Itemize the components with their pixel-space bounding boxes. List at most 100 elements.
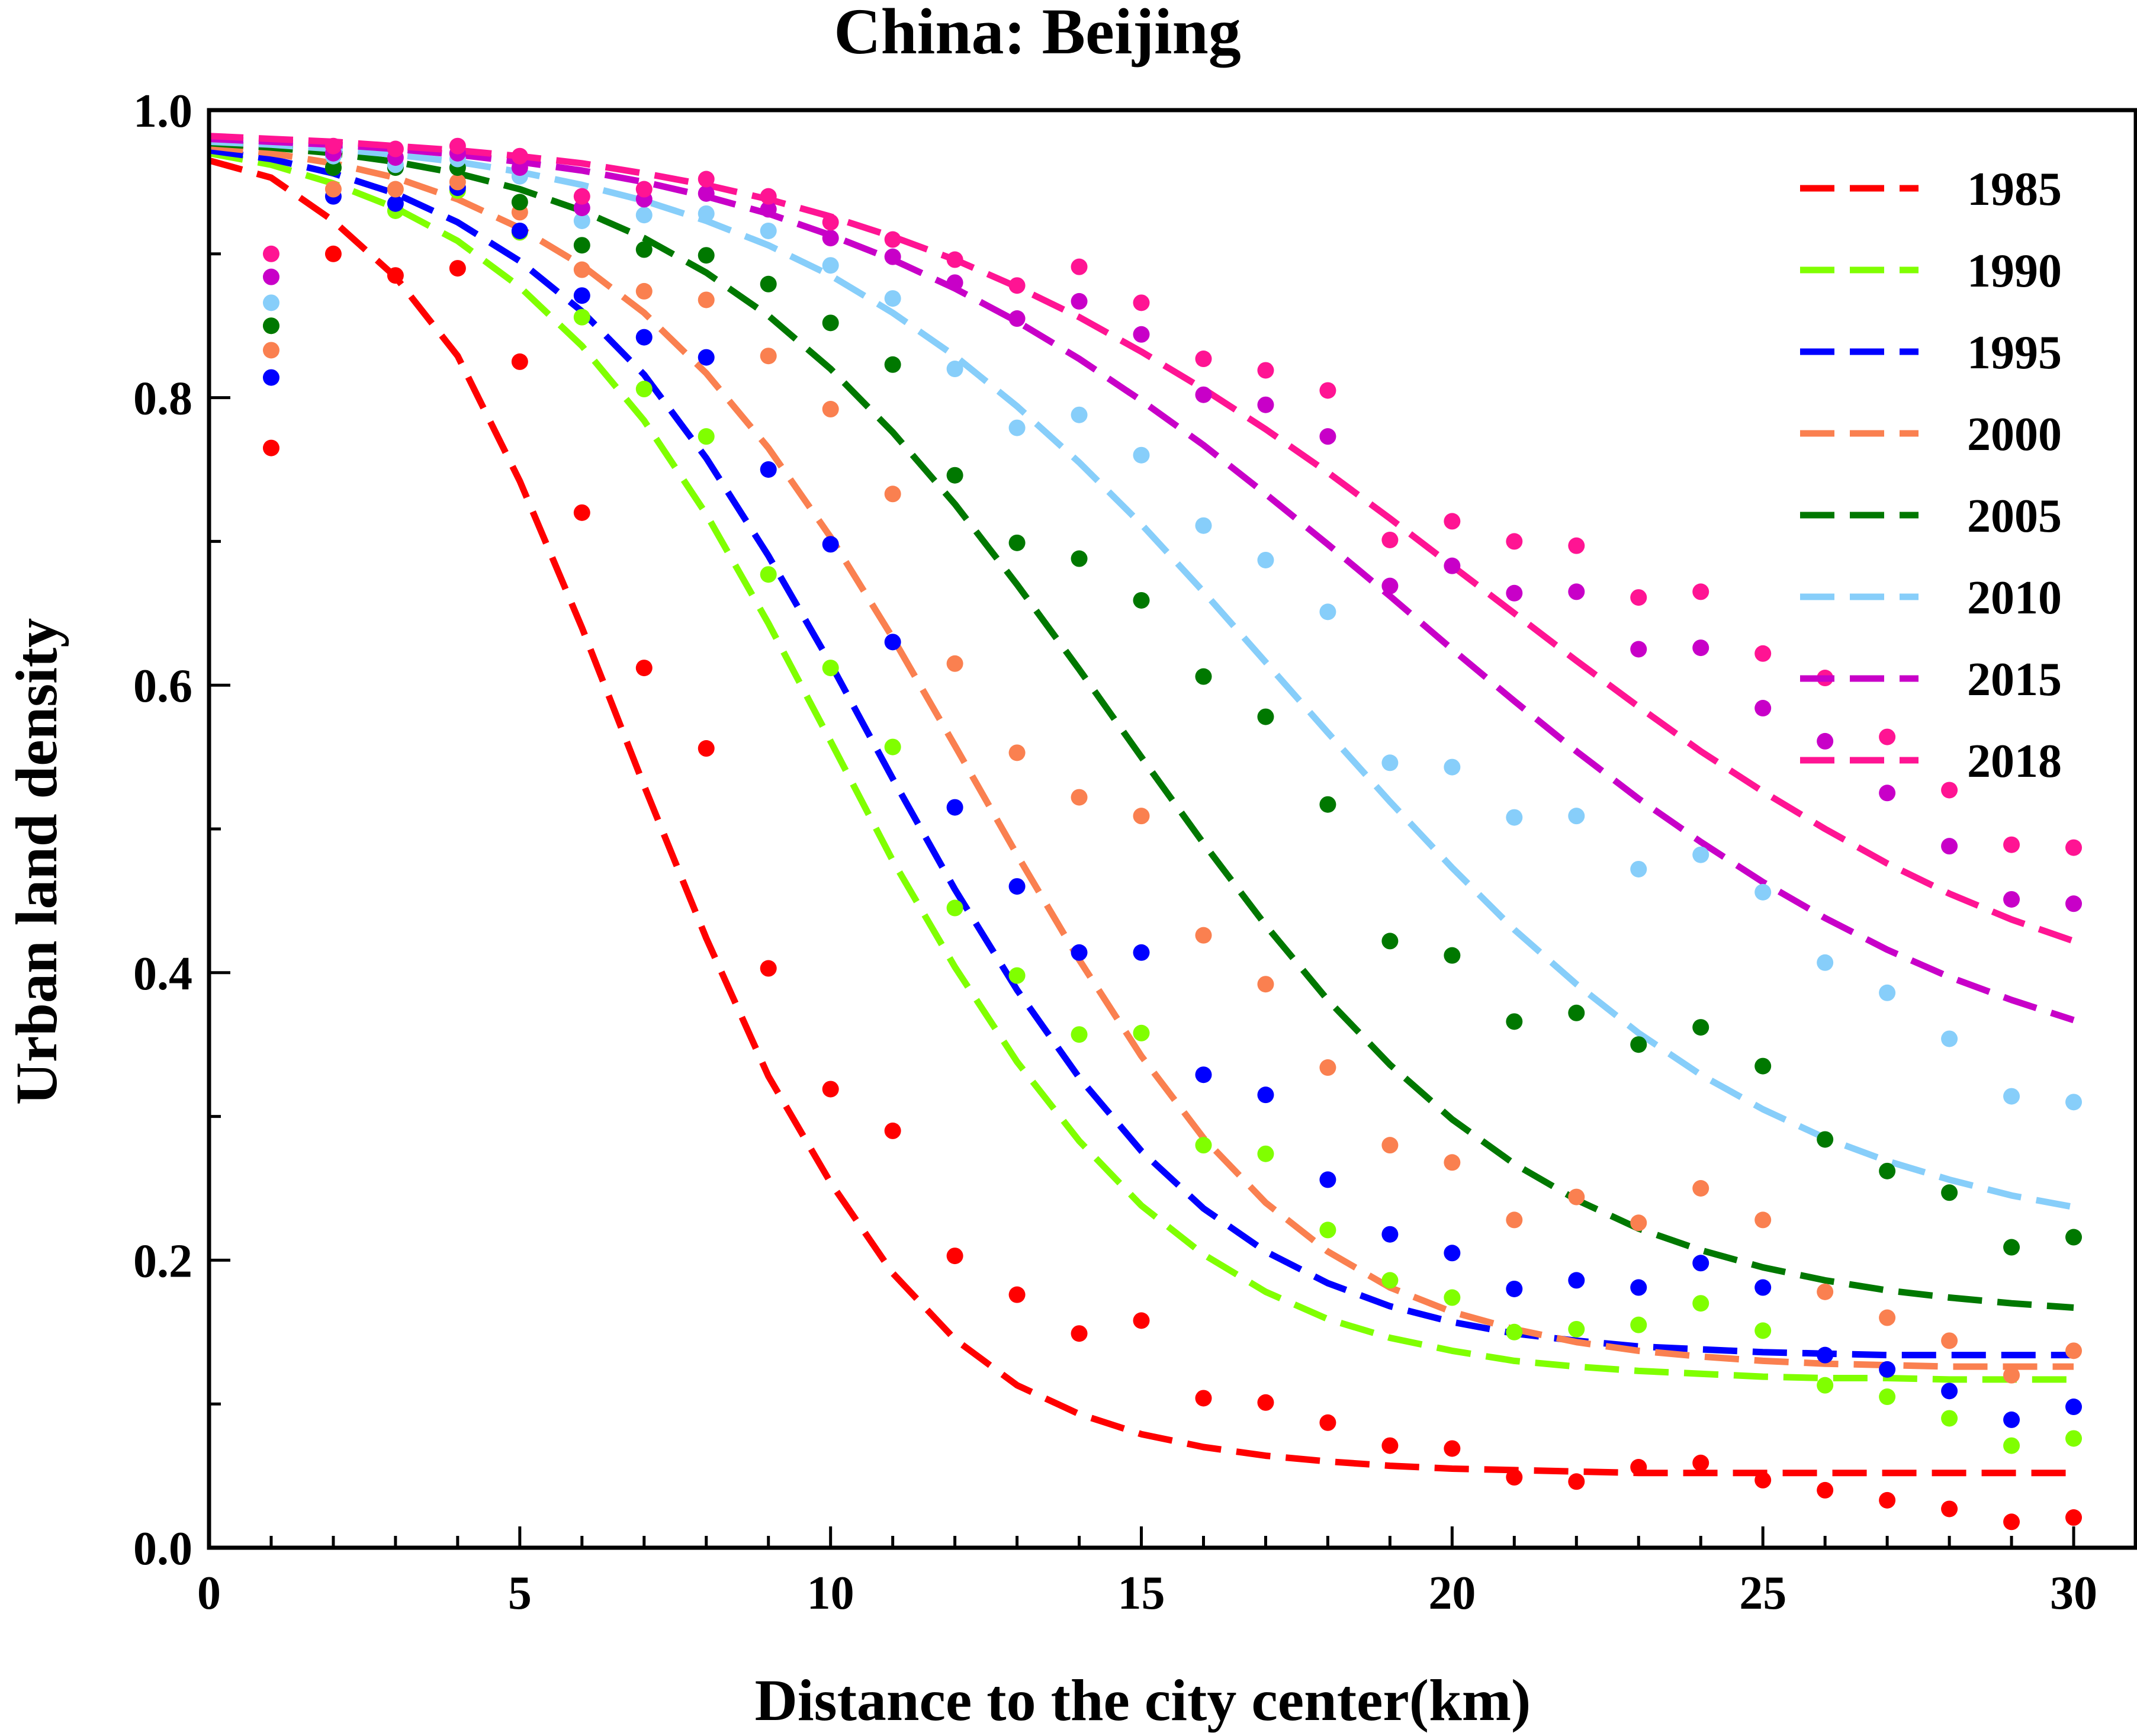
point-2000 <box>324 181 342 198</box>
point-2018 <box>698 171 715 188</box>
point-2018 <box>2003 836 2020 853</box>
point-1995 <box>1195 1066 1212 1084</box>
point-2005 <box>1133 591 1150 609</box>
legend-label-1985: 1985 <box>1967 163 2062 216</box>
point-1990 <box>1879 1388 1896 1406</box>
point-2005 <box>946 467 963 484</box>
point-2000 <box>1941 1332 1958 1349</box>
point-2010 <box>1506 809 1523 826</box>
point-2010 <box>2003 1088 2020 1105</box>
point-2010 <box>1754 883 1772 901</box>
point-2010 <box>1444 758 1461 776</box>
point-2005 <box>2065 1229 2083 1246</box>
legend: 1985 1990 1995 2000 2005 2010 2015 2018 <box>1800 163 2062 787</box>
point-1995 <box>1692 1255 1709 1272</box>
point-1990 <box>1817 1377 1834 1394</box>
point-2005 <box>1630 1036 1647 1053</box>
point-2018 <box>1133 294 1150 311</box>
point-2015 <box>1692 639 1709 657</box>
point-2015 <box>1879 785 1896 802</box>
point-2018 <box>511 147 528 165</box>
point-1995 <box>511 222 528 239</box>
point-2005 <box>573 237 590 254</box>
point-1995 <box>884 634 901 651</box>
point-2018 <box>1071 258 1088 275</box>
point-1985 <box>1008 1286 1026 1303</box>
x-tick-label: 30 <box>2050 1567 2097 1619</box>
point-2015 <box>884 248 901 265</box>
point-2000 <box>884 486 901 503</box>
y-tick-label: 1.0 <box>133 85 192 137</box>
point-1995 <box>262 369 279 386</box>
point-2015 <box>1444 557 1461 574</box>
point-2000 <box>760 348 777 365</box>
point-1990 <box>1754 1322 1772 1339</box>
point-2005 <box>1817 1131 1834 1148</box>
point-1985 <box>1319 1414 1336 1431</box>
point-2005 <box>1506 1013 1523 1030</box>
point-1995 <box>946 799 963 816</box>
point-1985 <box>1071 1325 1088 1342</box>
point-2015 <box>1071 292 1088 310</box>
point-2015 <box>2065 895 2083 912</box>
point-1995 <box>387 195 404 212</box>
point-2005 <box>1257 708 1274 725</box>
point-2000 <box>1692 1180 1709 1197</box>
point-1995 <box>1754 1279 1772 1296</box>
point-2005 <box>1071 550 1088 567</box>
point-2000 <box>2003 1367 2020 1384</box>
point-2010 <box>1319 603 1336 621</box>
point-1995 <box>1133 944 1150 961</box>
point-2015 <box>822 230 839 247</box>
point-1985 <box>635 660 653 677</box>
point-2005 <box>1879 1162 1896 1179</box>
point-2015 <box>1319 428 1336 445</box>
point-1990 <box>635 381 653 398</box>
point-2000 <box>1879 1309 1896 1326</box>
x-tick-label: 10 <box>807 1567 854 1619</box>
point-1990 <box>1071 1026 1088 1043</box>
point-1985 <box>324 245 342 262</box>
chart-title: China: Beijing <box>834 0 1241 67</box>
point-2010 <box>1568 808 1585 825</box>
point-2018 <box>1257 362 1274 379</box>
point-1995 <box>1817 1346 1834 1364</box>
point-2000 <box>1071 789 1088 806</box>
point-2000 <box>1754 1211 1772 1229</box>
point-2005 <box>698 247 715 264</box>
point-2015 <box>760 201 777 218</box>
point-1990 <box>1444 1289 1461 1306</box>
y-axis-label: Urban land density <box>4 618 69 1105</box>
x-tick-label: 20 <box>1428 1567 1476 1619</box>
y-tick-label: 0.6 <box>133 660 192 712</box>
point-2010 <box>760 222 777 239</box>
fit-line-2015 <box>208 136 2075 1024</box>
point-1990 <box>573 308 590 326</box>
point-2018 <box>1381 531 1399 548</box>
point-2000 <box>1506 1211 1523 1229</box>
point-1985 <box>1257 1394 1274 1411</box>
point-2015 <box>1817 732 1834 750</box>
point-1985 <box>2065 1509 2083 1526</box>
point-1995 <box>1071 944 1088 961</box>
point-2018 <box>262 245 279 262</box>
point-2015 <box>1381 577 1399 594</box>
point-2005 <box>1568 1004 1585 1021</box>
legend-label-2010: 2010 <box>1967 572 2062 624</box>
point-2000 <box>262 342 279 359</box>
point-1985 <box>1195 1390 1212 1407</box>
point-2018 <box>573 188 590 205</box>
point-2005 <box>2003 1239 2020 1256</box>
point-1985 <box>449 260 466 277</box>
point-1990 <box>698 428 715 445</box>
point-2018 <box>1630 589 1647 606</box>
point-2018 <box>760 188 777 205</box>
point-2018 <box>635 181 653 198</box>
point-1985 <box>760 960 777 977</box>
point-2015 <box>1941 838 1958 855</box>
point-2005 <box>511 194 528 211</box>
x-tick-label: 5 <box>508 1567 532 1619</box>
legend-label-2000: 2000 <box>1967 409 2062 461</box>
point-2005 <box>1381 933 1399 950</box>
point-1995 <box>1879 1361 1896 1378</box>
